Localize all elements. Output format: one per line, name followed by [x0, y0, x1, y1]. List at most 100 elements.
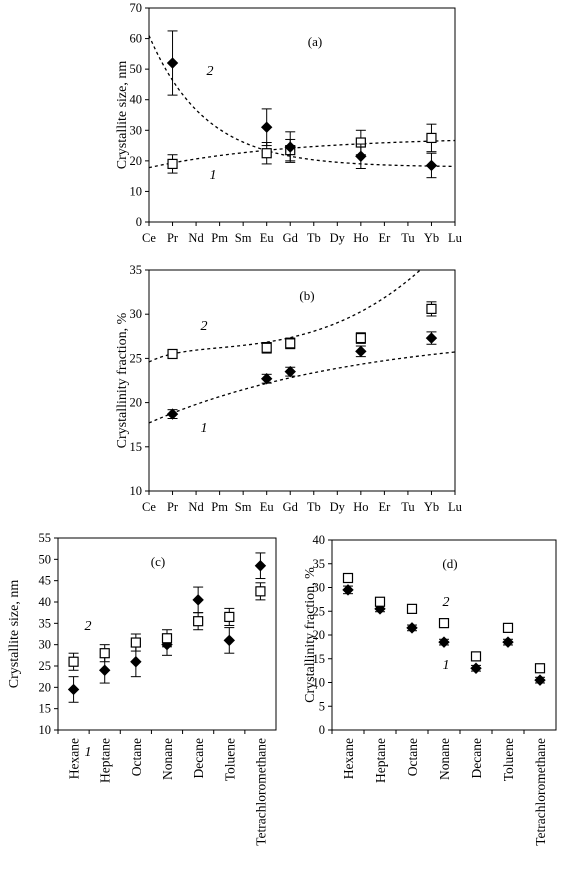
- y-tick-label: 25: [39, 659, 52, 673]
- y-tick-label: 30: [39, 638, 52, 652]
- series-label-1: 1: [85, 745, 92, 760]
- y-tick-label: 40: [130, 93, 143, 107]
- y-tick-label: 25: [313, 604, 326, 618]
- series-label-1: 1: [443, 658, 450, 673]
- series-label-2: 2: [443, 595, 450, 610]
- x-tick-label: Ce: [142, 231, 156, 245]
- x-tick-label: Nonane: [160, 738, 175, 780]
- y-tick-label: 10: [130, 184, 143, 198]
- x-tick-label: Heptane: [373, 738, 388, 783]
- y-tick-label: 30: [313, 581, 326, 595]
- panel-label: (c): [151, 554, 165, 569]
- data-point: [470, 662, 482, 674]
- x-tick-label: Nd: [188, 500, 204, 514]
- trend-line-2: [148, 270, 421, 363]
- y-tick-label: 0: [319, 723, 325, 737]
- y-tick-label: 35: [39, 616, 52, 630]
- data-point: [355, 332, 366, 344]
- y-tick-label: 10: [313, 676, 326, 690]
- x-tick-label: Dy: [330, 500, 346, 514]
- series-2: [166, 30, 438, 179]
- plot-frame: [57, 537, 277, 731]
- y-tick-label: 60: [130, 32, 143, 46]
- series-label-1: 1: [210, 168, 217, 183]
- y-axis-label: Crystallinity fraction, %: [115, 312, 130, 448]
- y-tick-label: 70: [130, 1, 143, 15]
- data-point: [99, 648, 110, 659]
- y-tick-label: 30: [130, 123, 143, 137]
- data-point: [224, 611, 235, 623]
- x-tick-label: Pr: [167, 500, 179, 514]
- series-label-2: 2: [201, 319, 208, 334]
- x-tick-label: Eu: [260, 500, 275, 514]
- x-tick-label: Ho: [353, 500, 368, 514]
- x-tick-label: Eu: [260, 231, 275, 245]
- data-point: [254, 560, 267, 572]
- data-point: [502, 622, 514, 633]
- series-2: [167, 301, 437, 360]
- y-tick-label: 10: [39, 723, 52, 737]
- data-point: [406, 603, 418, 614]
- y-tick-label: 35: [130, 263, 143, 277]
- x-tick-label: Tetrachloromethane: [253, 738, 268, 846]
- chart-panel-c: 10 15 20 25 30 35 40 45 50 55 Hexane Heptane Octane N…: [7, 531, 277, 846]
- series-label-2: 2: [85, 619, 92, 634]
- x-tick-label: Toluene: [222, 738, 237, 781]
- x-tick-label: Pm: [211, 500, 228, 514]
- y-tick-label: 50: [39, 552, 52, 566]
- x-tick-label: Toluene: [501, 738, 516, 781]
- data-point: [260, 373, 273, 385]
- x-tick-label: Hexane: [341, 738, 356, 779]
- x-tick-label: Octane: [129, 738, 144, 776]
- series-label-2: 2: [207, 64, 214, 79]
- series-2: [68, 582, 266, 671]
- x-tick-label: Tb: [307, 500, 321, 514]
- series-2: [342, 572, 546, 674]
- x-tick-label: Octane: [405, 738, 420, 776]
- trend-line-2: [148, 35, 456, 168]
- y-tick-label: 25: [130, 351, 143, 365]
- y-tick-label: 35: [313, 557, 326, 571]
- y-axis-label: Crystallite size, nm: [7, 580, 22, 689]
- y-axis-label: Crystallite size, nm: [115, 61, 130, 170]
- x-tick-label: Er: [378, 500, 391, 514]
- y-tick-label: 40: [39, 595, 52, 609]
- y-axis-label: Crystallinity fraction, %: [303, 567, 318, 703]
- data-point: [470, 651, 482, 662]
- y-tick-label: 50: [130, 62, 143, 76]
- x-tick-label: Decane: [469, 738, 484, 778]
- y-tick-label: 20: [39, 680, 52, 694]
- panel-label: (b): [299, 288, 314, 303]
- y-tick-label: 20: [130, 396, 143, 410]
- data-point: [406, 622, 418, 634]
- x-tick-label: Yb: [424, 231, 439, 245]
- data-point: [426, 303, 437, 314]
- data-point: [285, 338, 296, 349]
- y-tick-label: 40: [313, 533, 326, 547]
- x-tick-label: Gd: [283, 231, 299, 245]
- data-point: [438, 636, 450, 648]
- x-tick-label: Heptane: [98, 738, 113, 783]
- data-point: [355, 150, 367, 162]
- data-point: [534, 674, 546, 686]
- x-tick-label: Lu: [448, 231, 463, 245]
- data-point: [68, 656, 79, 667]
- data-point: [438, 618, 450, 629]
- data-point: [167, 348, 178, 360]
- y-tick-label: 5: [319, 699, 325, 713]
- data-point: [284, 365, 296, 378]
- x-tick-label: Lu: [448, 500, 463, 514]
- data-point: [99, 664, 111, 676]
- x-tick-label: Dy: [330, 231, 346, 245]
- data-point: [342, 572, 354, 584]
- data-point: [502, 636, 514, 648]
- x-tick-label: Tu: [401, 231, 415, 245]
- data-point: [67, 683, 80, 696]
- y-tick-label: 20: [130, 154, 143, 168]
- x-tick-label: Er: [378, 231, 391, 245]
- x-tick-label: Nonane: [437, 738, 452, 780]
- chart-panel-a: 0 10 20 30 40 50 60 70 Ce Pr Nd Pm Sm Eu Gd Tb Dy Ho Er Tu Y…: [115, 1, 463, 245]
- data-point: [425, 159, 438, 172]
- panel-label: (a): [308, 34, 322, 49]
